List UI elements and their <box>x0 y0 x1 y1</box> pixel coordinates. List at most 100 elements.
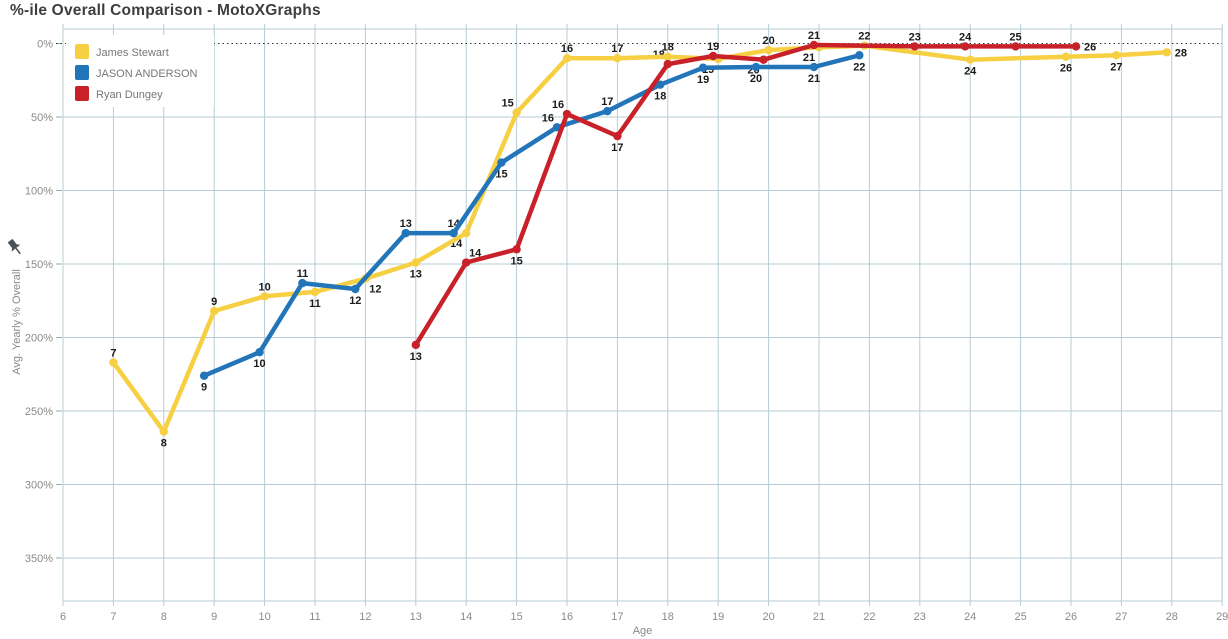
data-point-james-stewart-age-27[interactable] <box>1112 51 1121 60</box>
x-axis: 6 7 8 9 10 11 12 13 14 15 16 17 18 19 20 21 22 23 24 25 26 27… <box>60 611 1228 637</box>
data-point-james-stewart-age-28[interactable] <box>1162 48 1171 57</box>
plot-border <box>62 28 1223 602</box>
data-label-jason-anderson-15: 15 <box>495 169 507 181</box>
data-label-ryan-dungey-24: 24 <box>959 31 972 43</box>
data-label-jason-anderson-22: 22 <box>853 61 865 73</box>
data-point-ryan-dungey-age-26[interactable] <box>1071 42 1081 51</box>
data-label-james-stewart-22: 22 <box>858 31 870 43</box>
legend-item-ryan-dungey[interactable]: Ryan Dungey <box>75 86 163 101</box>
x-axis-title: Age <box>633 625 653 637</box>
x-tick-label-8: 8 <box>161 611 167 623</box>
data-point-jason-anderson-age-15[interactable] <box>497 158 506 167</box>
x-tick-label-25: 25 <box>1014 611 1026 623</box>
data-label-jason-anderson-12: 12 <box>349 295 361 307</box>
data-label-jason-anderson-11: 11 <box>297 268 309 280</box>
data-point-james-stewart-age-20[interactable] <box>764 45 773 55</box>
x-tick-label-12: 12 <box>359 611 371 623</box>
data-point-james-stewart-age-11[interactable] <box>310 287 320 297</box>
x-tick-label-29: 29 <box>1216 611 1228 623</box>
data-label-ryan-dungey-15: 15 <box>510 255 522 267</box>
data-label-ryan-dungey-25: 25 <box>1009 31 1021 43</box>
data-point-ryan-dungey-age-24[interactable] <box>960 42 970 51</box>
x-tick-label-21: 21 <box>813 611 825 623</box>
data-point-ryan-dungey-age-15[interactable] <box>512 245 521 254</box>
data-label-jason-anderson-9: 9 <box>201 382 207 394</box>
legend: James Stewart JASON ANDERSON Ryan Dungey <box>66 35 214 107</box>
data-point-james-stewart-age-18[interactable] <box>663 52 672 61</box>
data-point-james-stewart-age-8[interactable] <box>159 427 168 436</box>
data-label-james-stewart-28: 28 <box>1175 47 1187 59</box>
data-point-jason-anderson-age-20[interactable] <box>751 62 761 72</box>
data-point-james-stewart-age-10[interactable] <box>260 292 269 301</box>
data-point-ryan-dungey-age-21[interactable] <box>809 40 819 50</box>
x-tick-label-17: 17 <box>611 611 623 623</box>
data-label-ryan-dungey-14: 14 <box>469 248 482 260</box>
y-tick-label-300pct: 300% <box>25 480 53 492</box>
data-label-ryan-dungey-17: 17 <box>611 142 623 154</box>
legend-background <box>66 35 214 107</box>
data-point-james-stewart-age-9[interactable] <box>210 306 219 316</box>
data-point-ryan-dungey-age-13[interactable] <box>411 340 420 350</box>
data-point-james-stewart-age-13[interactable] <box>411 258 420 267</box>
data-point-jason-anderson-age-19[interactable] <box>698 63 708 72</box>
data-label-james-stewart-27: 27 <box>1110 61 1122 73</box>
data-label-james-stewart-21: 21 <box>803 52 815 64</box>
x-tick-label-28: 28 <box>1166 611 1178 623</box>
data-point-ryan-dungey-age-25[interactable] <box>1011 42 1020 51</box>
data-point-james-stewart-age-15[interactable] <box>512 108 521 117</box>
data-point-ryan-dungey-age-19[interactable] <box>708 51 718 61</box>
legend-item-jason-anderson[interactable]: JASON ANDERSON <box>75 65 198 80</box>
grid <box>56 24 1223 606</box>
data-point-ryan-dungey-age-16[interactable] <box>562 109 572 119</box>
data-point-jason-anderson-age-18[interactable] <box>656 80 665 89</box>
y-tick-label-250pct: 250% <box>25 406 53 418</box>
data-label-james-stewart-11: 11 <box>309 298 321 310</box>
x-tick-label-22: 22 <box>863 611 875 623</box>
y-tick-label-350pct: 350% <box>25 553 53 565</box>
data-point-ryan-dungey-age-18[interactable] <box>663 59 672 69</box>
x-tick-label-20: 20 <box>762 611 774 623</box>
data-point-james-stewart-age-24[interactable] <box>966 55 975 64</box>
data-point-jason-anderson-age-9[interactable] <box>199 371 209 380</box>
data-point-jason-anderson-age-12[interactable] <box>351 284 360 294</box>
data-point-jason-anderson-age-21[interactable] <box>809 62 819 72</box>
y-axis: 0% 50% 100% 150% 200% 250% 300% 350% Avg. Yearly… <box>6 39 53 565</box>
data-label-jason-anderson-16: 16 <box>542 112 554 124</box>
data-label-jason-anderson-17: 17 <box>601 96 613 108</box>
data-label-jason-anderson-10: 10 <box>253 358 265 370</box>
data-label-james-stewart-9: 9 <box>211 296 217 308</box>
pin-icon[interactable] <box>6 237 25 257</box>
data-label-james-stewart-12: 12 <box>369 284 381 296</box>
data-point-jason-anderson-age-22[interactable] <box>855 51 864 60</box>
x-tick-label-23: 23 <box>914 611 926 623</box>
data-point-jason-anderson-age-10[interactable] <box>255 348 264 357</box>
x-tick-label-6: 6 <box>60 611 66 623</box>
x-tick-label-27: 27 <box>1115 611 1127 623</box>
data-point-ryan-dungey-age-17[interactable] <box>613 131 622 141</box>
data-point-jason-anderson-age-13[interactable] <box>401 228 410 238</box>
data-label-james-stewart-16: 16 <box>561 43 573 55</box>
data-label-james-stewart-20: 20 <box>762 35 774 47</box>
data-label-ryan-dungey-16: 16 <box>552 99 564 111</box>
data-point-ryan-dungey-age-14[interactable] <box>462 258 471 267</box>
data-point-jason-anderson-age-11[interactable] <box>298 278 307 288</box>
data-point-james-stewart-age-14[interactable] <box>462 228 471 238</box>
data-point-jason-anderson-age-14[interactable] <box>449 228 458 238</box>
data-point-ryan-dungey-age-20[interactable] <box>759 55 768 64</box>
x-tick-label-19: 19 <box>712 611 724 623</box>
legend-label-james-stewart: James Stewart <box>96 47 169 59</box>
data-point-james-stewart-age-16[interactable] <box>562 54 572 63</box>
y-tick-label-100pct: 100% <box>25 186 53 198</box>
data-point-james-stewart-age-26[interactable] <box>1061 52 1071 61</box>
x-tick-label-16: 16 <box>561 611 573 623</box>
data-point-jason-anderson-age-17[interactable] <box>603 106 612 116</box>
data-point-james-stewart-age-7[interactable] <box>109 358 118 367</box>
data-point-ryan-dungey-age-23[interactable] <box>910 42 919 51</box>
x-tick-label-15: 15 <box>510 611 522 623</box>
x-tick-label-13: 13 <box>410 611 422 623</box>
data-point-james-stewart-age-17[interactable] <box>613 54 622 63</box>
data-label-ryan-dungey-13: 13 <box>410 351 422 363</box>
data-label-james-stewart-13: 13 <box>410 269 422 281</box>
legend-item-james-stewart[interactable]: James Stewart <box>75 44 169 59</box>
